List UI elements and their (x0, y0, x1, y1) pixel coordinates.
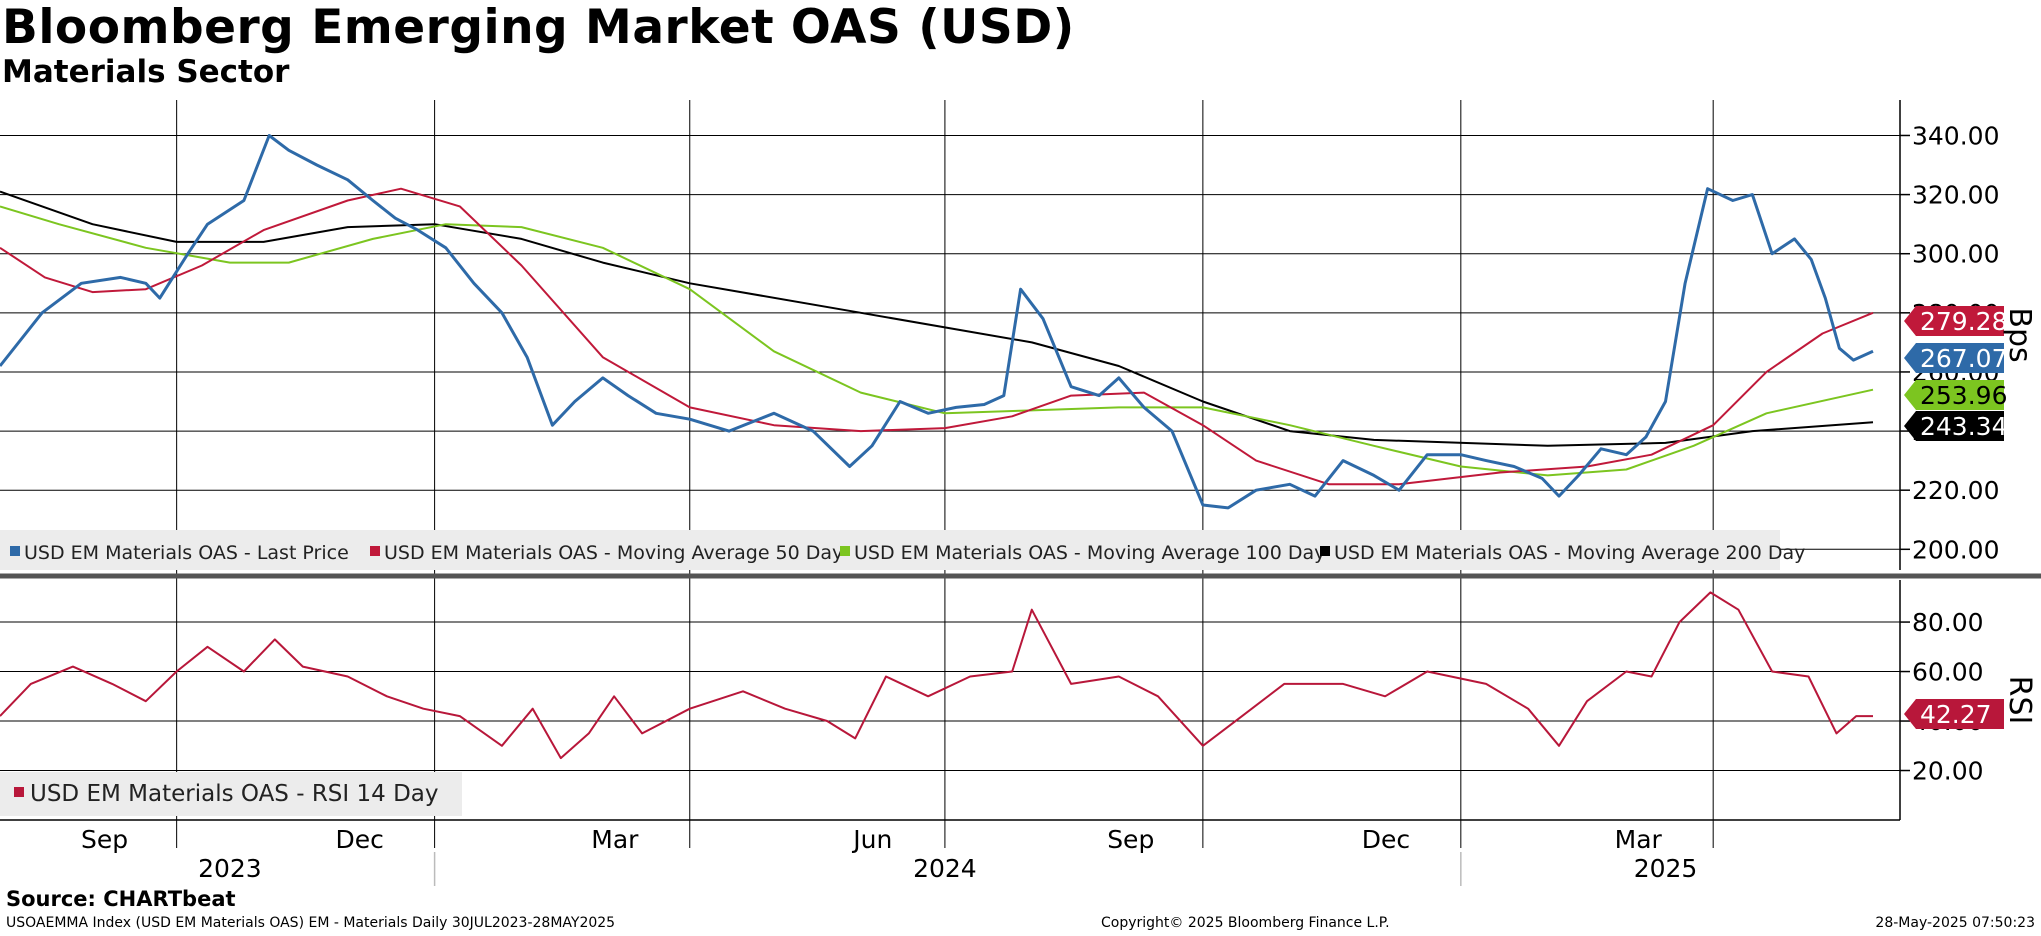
legend-label-last_price: USD EM Materials OAS - Last Price (24, 542, 349, 564)
legend-swatch-ma100 (840, 546, 850, 556)
rsi-y-tick-label: 20.00 (1912, 757, 1984, 786)
ma100-last-tag (1904, 380, 2004, 410)
rsi-last-tag (1904, 699, 2004, 729)
rsi-y-tick-label: 60.00 (1912, 658, 1984, 687)
price-y-tick-label: 300.00 (1912, 240, 1999, 269)
price-y-tick-label: 220.00 (1912, 476, 1999, 505)
chart-title: Bloomberg Emerging Market OAS (USD) (2, 0, 1075, 55)
last-price-last-tag (1904, 343, 2004, 373)
x-year-label: 2024 (913, 854, 977, 883)
x-month-label: Sep (1107, 825, 1154, 854)
x-year-label: 2023 (198, 854, 262, 883)
price-y-tick-label: 320.00 (1912, 181, 1999, 210)
series-line-ma50 (0, 187, 1874, 486)
ma200-last-value: 243.34 (1920, 412, 2007, 441)
ma100-last-value: 253.96 (1920, 381, 2007, 410)
footer-index-info: USOAEMMA Index (USD EM Materials OAS) EM… (6, 915, 616, 931)
x-month-label: Dec (335, 825, 383, 854)
legend-swatch-ma200 (1320, 546, 1330, 556)
x-month-label: Jun (851, 825, 892, 854)
legend-swatch-last_price (10, 546, 20, 556)
legend-label-ma200: USD EM Materials OAS - Moving Average 20… (1334, 542, 1805, 564)
series-line-ma200 (0, 190, 1874, 447)
x-month-label: Mar (591, 825, 639, 854)
price-legend-box (0, 530, 1780, 570)
legend-label-ma50: USD EM Materials OAS - Moving Average 50… (384, 542, 843, 564)
price-y-axis-label: Bps (2002, 307, 2037, 362)
ma200-last-tag (1904, 411, 2004, 441)
x-year-label: 2025 (1634, 854, 1698, 883)
series-line-ma100 (0, 205, 1874, 477)
legend-label-ma100: USD EM Materials OAS - Moving Average 10… (854, 542, 1325, 564)
legend-label-rsi: USD EM Materials OAS - RSI 14 Day (30, 781, 439, 807)
rsi-y-tick-label: 80.00 (1912, 608, 1984, 637)
footer-copyright: Copyright© 2025 Bloomberg Finance L.P. (1101, 915, 1390, 931)
price-y-tick-label: 200.00 (1912, 535, 1999, 564)
rsi-last-value: 42.27 (1920, 700, 1992, 729)
price-y-tick-label: 340.00 (1912, 121, 1999, 150)
series-line-last_price (0, 134, 1874, 510)
legend-swatch-ma50 (370, 546, 380, 556)
x-month-label: Dec (1362, 825, 1410, 854)
series-line-rsi (0, 591, 1873, 760)
ma50-last-value: 279.28 (1920, 307, 2007, 336)
footer-timestamp: 28-May-2025 07:50:23 (1875, 915, 2035, 931)
chart-subtitle: Materials Sector (2, 54, 290, 90)
last-price-last-value: 267.07 (1920, 344, 2007, 373)
x-month-label: Mar (1615, 825, 1663, 854)
x-month-label: Sep (81, 825, 128, 854)
ma50-last-tag (1904, 306, 2004, 336)
rsi-legend-box (0, 772, 462, 816)
legend-swatch-rsi (14, 787, 24, 797)
rsi-y-axis-label: RSI (2002, 676, 2037, 725)
source-label: Source: CHARTbeat (6, 887, 236, 911)
